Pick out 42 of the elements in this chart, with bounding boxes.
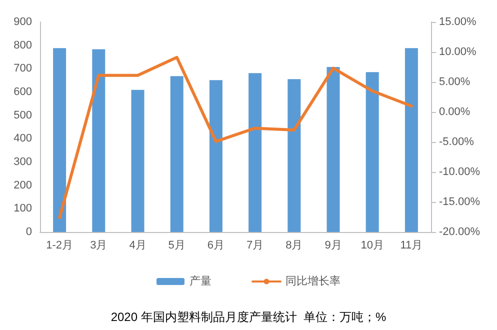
- bar: [209, 80, 222, 232]
- bar: [170, 76, 184, 232]
- y2-tick-label: 15.00%: [439, 16, 477, 28]
- bar: [366, 72, 379, 232]
- y2-tick-label: 5.00%: [439, 76, 470, 88]
- bar: [92, 49, 106, 232]
- x-tick-label: 5月: [168, 240, 186, 252]
- bar: [131, 90, 144, 232]
- line-series: [58, 56, 413, 220]
- y-tick-label: 100: [14, 202, 32, 215]
- bar: [404, 48, 418, 232]
- bar: [326, 67, 340, 232]
- legend-label: 同比增长率: [286, 274, 340, 288]
- y-tick-label: 600: [14, 86, 32, 98]
- y-tick-label: 0: [26, 226, 32, 238]
- legend-label: 产量: [190, 274, 212, 288]
- x-tick-label: 4月: [129, 240, 146, 252]
- x-tick-label: 10月: [360, 240, 384, 252]
- y-tick-label: 900: [14, 16, 32, 28]
- x-tick-label: 7月: [246, 240, 264, 252]
- bar: [53, 48, 66, 232]
- y2-tick-label: 0.00%: [439, 106, 470, 118]
- x-tick-label: 9月: [324, 240, 342, 252]
- x-tick-label: 6月: [207, 240, 225, 252]
- bar: [288, 79, 301, 232]
- x-tick-label: 11月: [400, 240, 423, 252]
- y2-tick-label: -20.00%: [439, 226, 480, 238]
- y-tick-label: 200: [14, 179, 32, 192]
- y2-tick-label: -5.00%: [439, 136, 474, 148]
- y-tick-label: 500: [14, 109, 32, 122]
- x-tick-label: 1-2月: [46, 240, 74, 252]
- x-tick-label: 8月: [286, 240, 303, 252]
- text: 2020 年国内塑料制品月度产量统计 单位：万吨；%: [110, 310, 387, 324]
- y-tick-label: 800: [14, 39, 32, 52]
- y-tick-label: 400: [14, 132, 32, 145]
- y2-tick-label: -10.00%: [439, 166, 480, 178]
- y2-tick-label: -15.00%: [439, 196, 480, 208]
- y2-tick-label: 10.00%: [439, 46, 477, 58]
- bar: [248, 73, 262, 232]
- y-tick-label: 300: [14, 156, 32, 168]
- y-tick-label: 700: [14, 62, 32, 75]
- x-tick-label: 3月: [90, 240, 108, 252]
